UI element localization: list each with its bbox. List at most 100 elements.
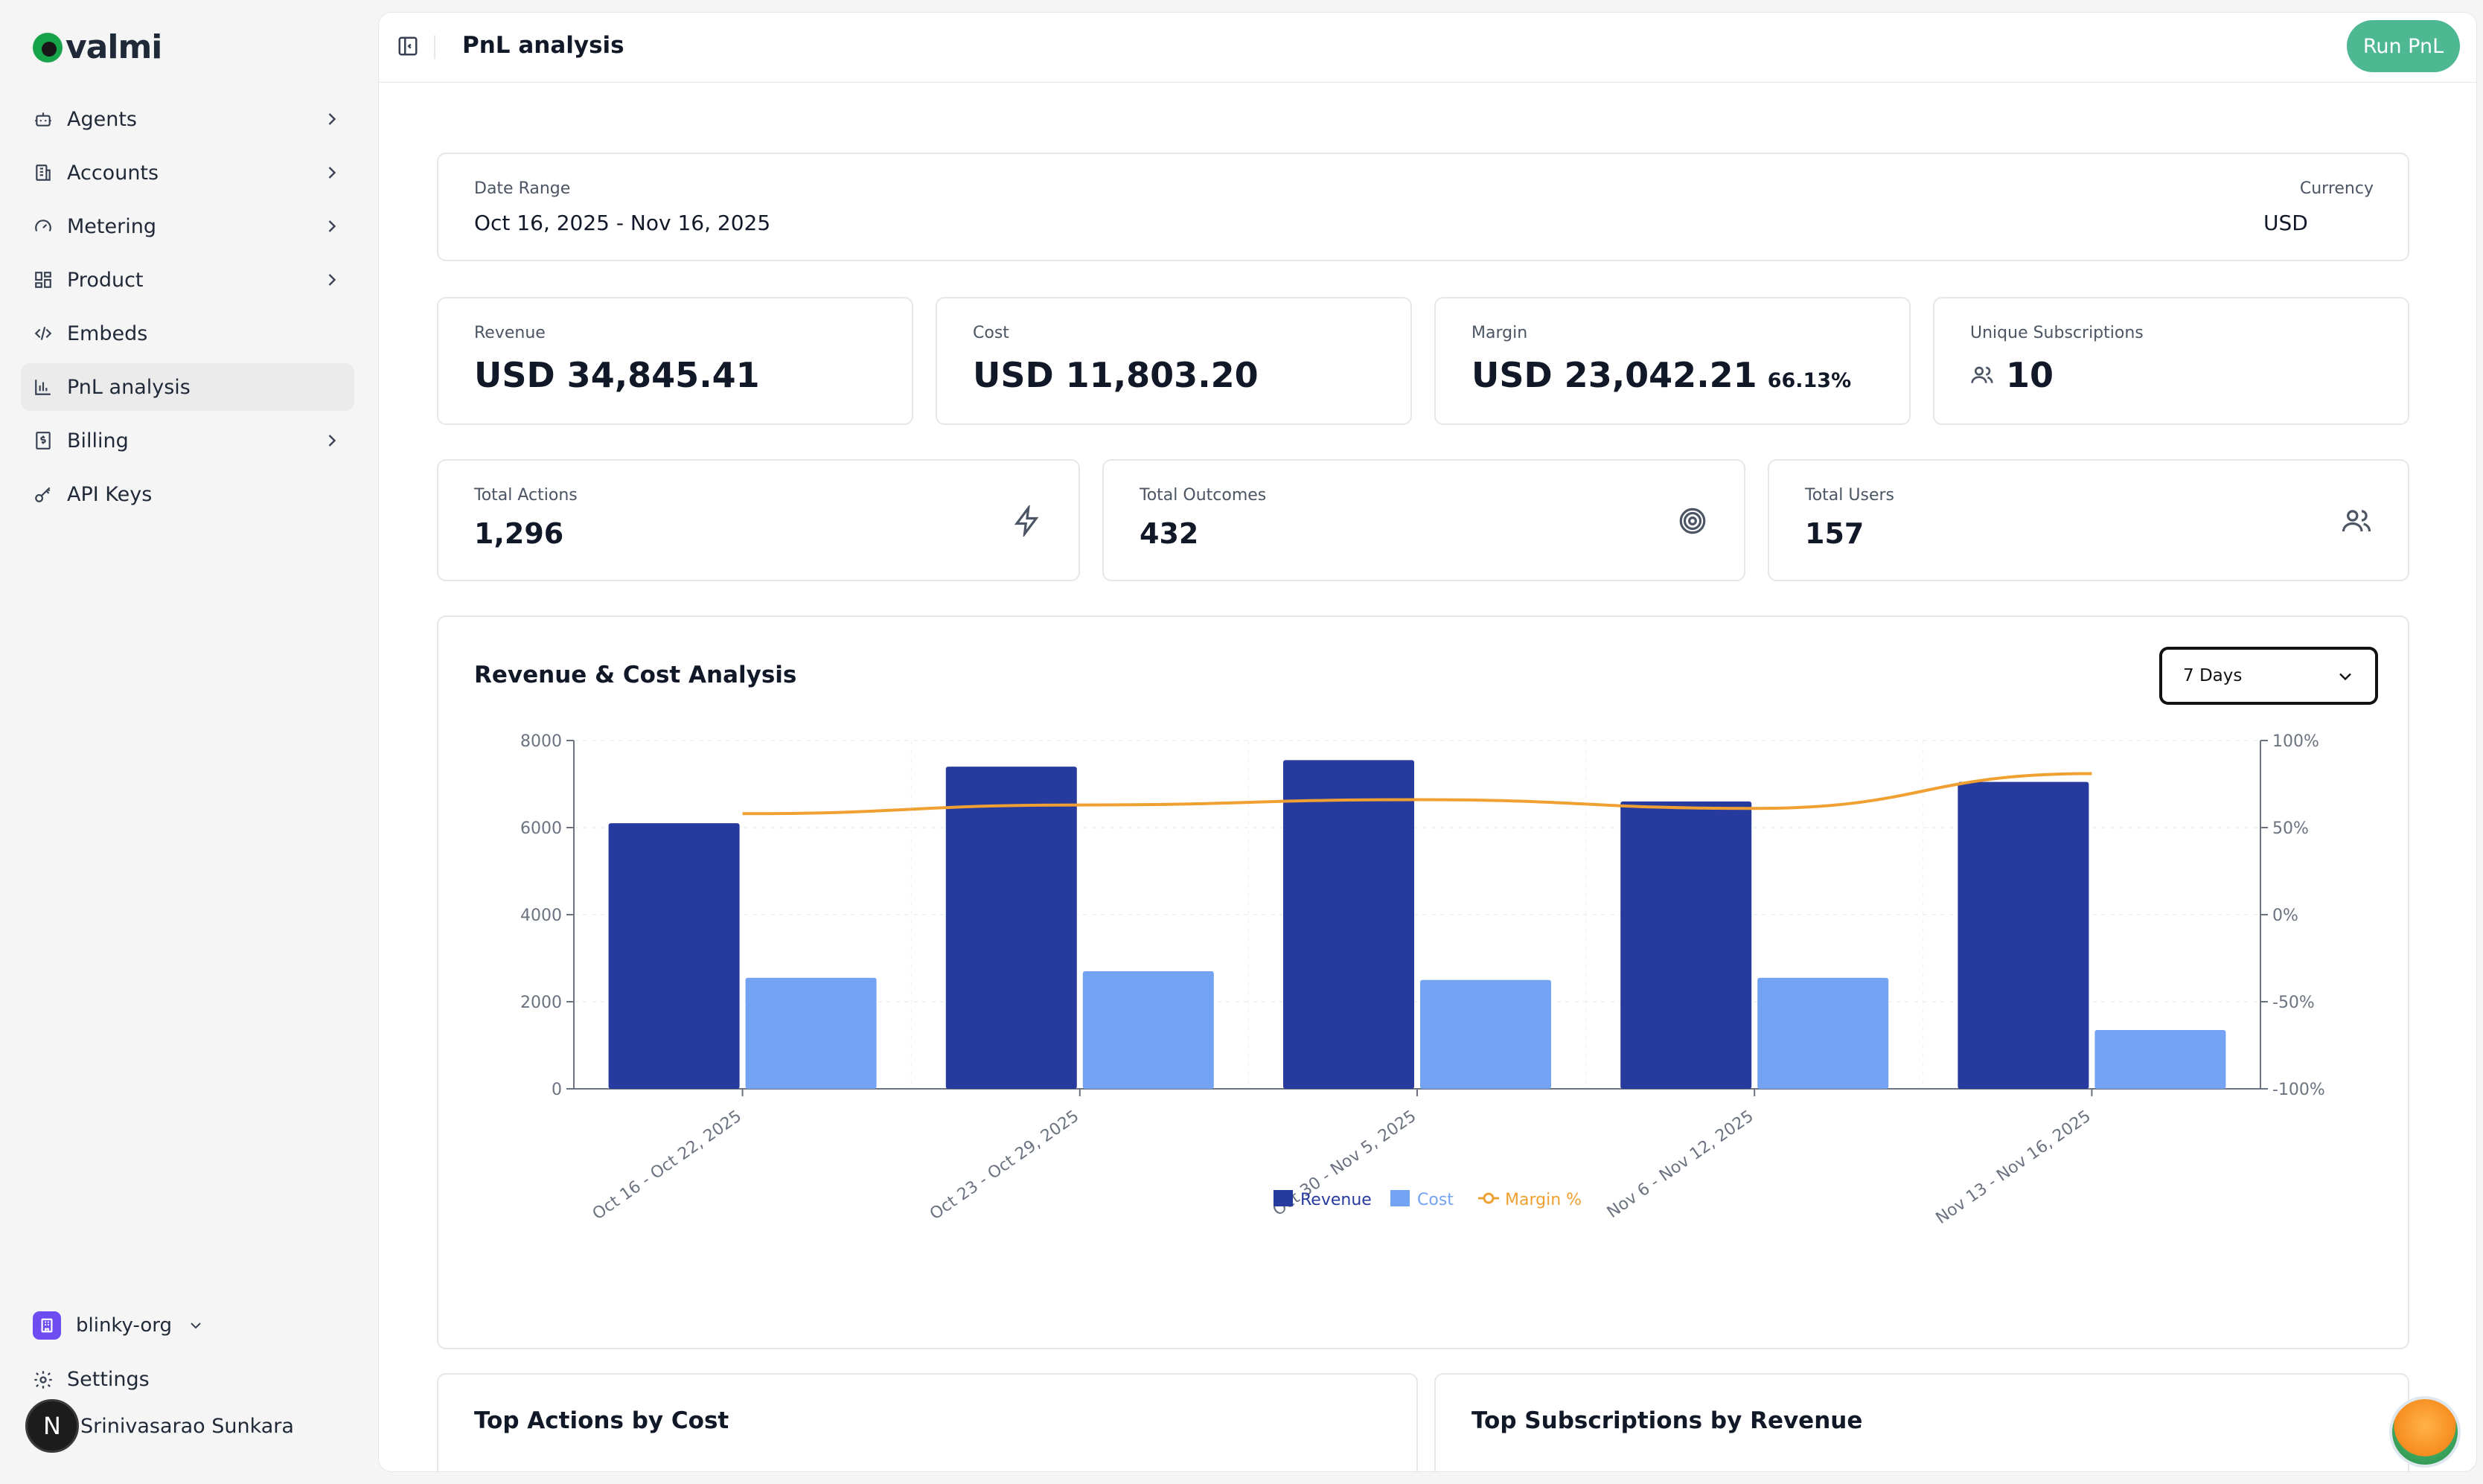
cost-bar [1082, 971, 1214, 1089]
total-users-label: Total Users [1805, 486, 1894, 505]
sidebar-item-label: Agents [67, 107, 137, 131]
legend-label: Revenue [1300, 1191, 1372, 1209]
margin-percent: 66.13% [1767, 369, 1852, 392]
cost-value: USD 11,803.20 [973, 355, 1259, 395]
y-tick-label: 4000 [520, 906, 562, 925]
legend-swatch [1274, 1190, 1293, 1206]
legend-label: Cost [1417, 1191, 1454, 1209]
chevron-right-icon [328, 113, 336, 125]
subscriptions-value: 10 [2006, 355, 2054, 395]
total-actions-value: 1,296 [474, 517, 564, 550]
top-subscriptions-title: Top Subscriptions by Revenue [1471, 1407, 1863, 1434]
total-outcomes-label: Total Outcomes [1140, 486, 1267, 505]
assistant-avatar-button[interactable] [2389, 1396, 2461, 1468]
margin-value-group: USD 23,042.21 66.13% [1471, 355, 1851, 395]
y-tick-label: 6000 [520, 819, 562, 838]
main-panel: PnL analysis Run PnL Date Range Oct 16, … [378, 12, 2477, 1472]
sidebar-item-billing[interactable]: Billing [21, 417, 354, 464]
chevron-right-icon [328, 167, 336, 179]
user-profile[interactable]: N Srinivasarao Sunkara [25, 1399, 294, 1453]
total-outcomes-value: 432 [1140, 517, 1199, 550]
chevron-down-icon [191, 1323, 201, 1329]
margin-label: Margin [1471, 324, 1528, 342]
filter-card: Date Range Oct 16, 2025 - Nov 16, 2025 C… [437, 153, 2409, 261]
sidebar-item-accounts[interactable]: Accounts [21, 149, 354, 196]
revenue-value: USD 34,845.41 [474, 355, 760, 395]
logo-text: valmi [65, 28, 162, 66]
run-pnl-button[interactable]: Run PnL [2347, 20, 2460, 72]
sidebar-item-label: Accounts [67, 161, 159, 185]
sidebar-item-product[interactable]: Product [21, 256, 354, 304]
chevron-down-icon [2339, 673, 2351, 681]
logo-mark-icon [33, 32, 63, 63]
y-tick-label: 8000 [520, 732, 562, 751]
sidebar-item-embeds[interactable]: Embeds [21, 310, 354, 357]
sidebar-item-agents[interactable]: Agents [21, 95, 354, 143]
x-tick-label: Nov 13 - Nov 16, 2025 [1933, 1107, 2094, 1228]
settings-link[interactable]: Settings [33, 1368, 150, 1391]
margin-value: USD 23,042.21 [1471, 355, 1757, 395]
x-tick-label: Oct 16 - Oct 22, 2025 [589, 1107, 745, 1224]
revenue-bar [1620, 801, 1752, 1089]
grid-icon [33, 269, 54, 290]
org-name: blinky-org [76, 1314, 172, 1337]
y2-tick-label: 100% [2272, 732, 2319, 751]
currency-label: Currency [2299, 179, 2374, 198]
y2-tick-label: -50% [2272, 994, 2315, 1012]
total-actions-card: Total Actions 1,296 [437, 459, 1080, 581]
date-range-value[interactable]: Oct 16, 2025 - Nov 16, 2025 [474, 211, 771, 235]
top-actions-card: Top Actions by Cost [437, 1373, 1418, 1471]
cost-bar [2094, 1030, 2226, 1089]
sidebar-item-label: Billing [67, 429, 129, 452]
range-select[interactable]: 7 Days [2159, 647, 2378, 705]
currency-value[interactable]: USD [2263, 211, 2308, 235]
revenue-bar [945, 767, 1077, 1089]
receipt-icon [33, 430, 54, 451]
org-switcher[interactable]: blinky-org [33, 1311, 205, 1340]
sidebar-item-api-keys[interactable]: API Keys [21, 470, 354, 518]
total-users-card: Total Users 157 [1768, 459, 2409, 581]
sidebar: valmi Agents Accounts Metering [0, 0, 377, 1484]
org-building-icon [33, 1311, 61, 1340]
sidebar-item-label: PnL analysis [67, 375, 191, 399]
sidebar-item-label: Metering [67, 214, 156, 238]
settings-label: Settings [67, 1368, 150, 1391]
y2-tick-label: 0% [2272, 906, 2298, 925]
target-icon [1679, 508, 1706, 534]
gear-icon [34, 1370, 52, 1389]
sidebar-item-pnl-analysis[interactable]: PnL analysis [21, 363, 354, 411]
y-tick-label: 0 [552, 1081, 562, 1099]
subscriptions-value-group: 10 [1970, 355, 2054, 395]
gauge-icon [33, 216, 54, 237]
revenue-bar [608, 823, 740, 1089]
total-users-value: 157 [1805, 517, 1864, 550]
revenue-card: Revenue USD 34,845.41 [437, 297, 913, 425]
range-select-value: 7 Days [2183, 666, 2243, 685]
page-title: PnL analysis [462, 32, 624, 59]
subscriptions-label: Unique Subscriptions [1970, 324, 2144, 342]
sidebar-item-label: Embeds [67, 322, 148, 345]
subscriptions-card: Unique Subscriptions 10 [1933, 297, 2409, 425]
bar-chart-icon [33, 377, 54, 397]
sidebar-toggle-icon[interactable] [397, 35, 419, 57]
building-icon [33, 162, 54, 183]
legend-label: Margin % [1505, 1191, 1582, 1209]
y-tick-label: 2000 [520, 994, 562, 1012]
revenue-cost-chart: 0 2000 4000 6000 8000 -100% -50% 0% 50% 100% Oct 1… [520, 732, 2325, 1228]
lightning-icon [1014, 505, 1039, 537]
user-name: Srinivasarao Sunkara [80, 1414, 294, 1438]
users-icon [2342, 510, 2371, 532]
x-tick-label: Oct 23 - Oct 29, 2025 [927, 1107, 1082, 1224]
legend-swatch [1390, 1190, 1410, 1206]
valmi-logo[interactable]: valmi [33, 28, 162, 66]
chevron-right-icon [328, 274, 336, 286]
sidebar-item-metering[interactable]: Metering [21, 202, 354, 250]
top-bar: PnL analysis Run PnL [379, 13, 2476, 83]
total-actions-label: Total Actions [474, 486, 578, 505]
chevron-right-icon [328, 220, 336, 232]
sidebar-item-label: API Keys [67, 482, 153, 506]
y2-tick-label: 50% [2272, 819, 2309, 838]
top-subscriptions-card: Top Subscriptions by Revenue [1434, 1373, 2409, 1471]
margin-card: Margin USD 23,042.21 66.13% [1434, 297, 1911, 425]
sidebar-nav: Agents Accounts Metering Product [21, 95, 354, 524]
